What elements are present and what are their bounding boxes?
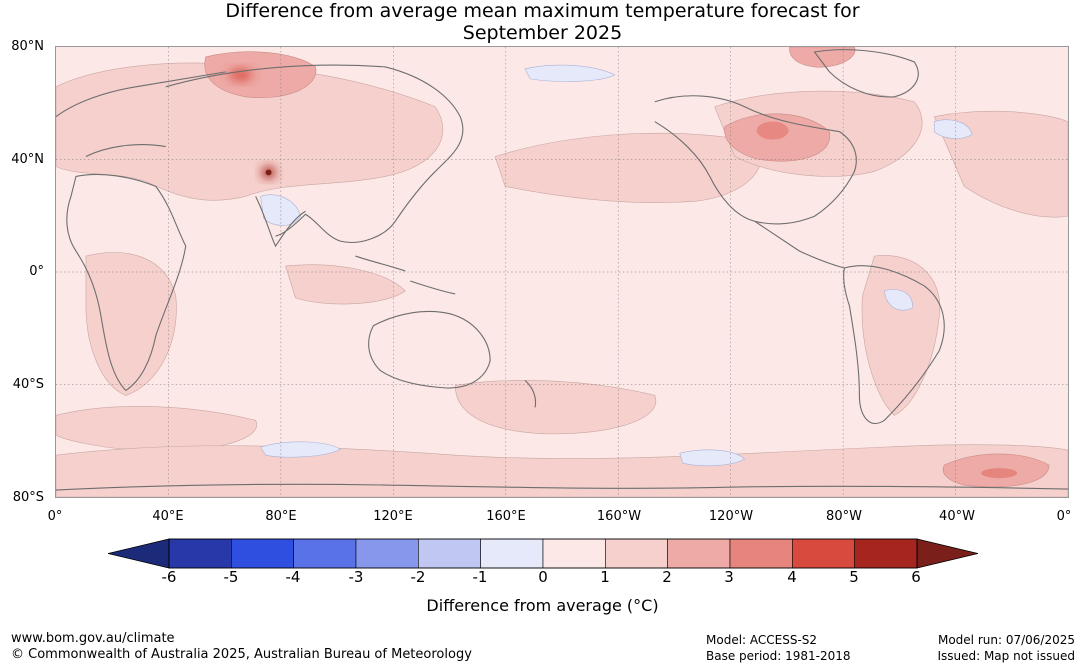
colorbar-tick-minus-6: -6 — [161, 568, 177, 586]
coastlines — [56, 49, 1068, 491]
lat-label-80s: 80°S — [12, 490, 44, 505]
antarctica-coastline — [56, 483, 1068, 491]
africa-warm-band — [85, 252, 177, 396]
lon-label-0-west-edge: 0° — [47, 509, 63, 524]
colorbar-tick-minus-3: -3 — [348, 568, 364, 586]
footer-url: www.bom.gov.au/climate — [11, 631, 175, 646]
northern-russia-warm-core — [204, 51, 317, 98]
colorbar-segment-5-to-6 — [854, 538, 918, 569]
indian-ocean-warm-band — [285, 264, 406, 305]
south-atlantic-hot-core — [981, 468, 1018, 479]
asia-coastline — [165, 64, 464, 243]
colorbar-segment--4-to--3 — [293, 538, 357, 569]
temperature-anomaly-map — [55, 46, 1069, 498]
lon-label-120e: 120°E — [373, 509, 413, 524]
southern-hemisphere-band-west — [56, 406, 257, 452]
warm-1-2-regions — [56, 62, 1068, 497]
warm-cores — [204, 47, 1050, 488]
lat-label-40s: 40°S — [12, 377, 44, 392]
lon-label-120w: 120°W — [708, 509, 754, 524]
colorbar-segment-1-to-2 — [605, 538, 668, 569]
lat-label-80n: 80°N — [11, 39, 44, 54]
colorbar — [108, 538, 978, 569]
india-coastline — [255, 196, 306, 248]
colorbar-low-extension — [108, 538, 170, 569]
australia-coastline — [368, 310, 491, 389]
graticule — [56, 47, 1068, 497]
north-america-hot-core — [756, 121, 789, 140]
colorbar-label: Difference from average (°C) — [426, 596, 659, 615]
colorbar-tick-3: 3 — [724, 568, 734, 586]
colorbar-tick-minus-5: -5 — [223, 568, 239, 586]
colorbar-segment--5-to--4 — [231, 538, 294, 569]
lon-label-0-east-edge: 0° — [1056, 509, 1072, 524]
central-asia-hot-peak — [265, 169, 272, 176]
colorbar-segment-3-to-4 — [729, 538, 793, 569]
colorbar-segment--1-to-0 — [480, 538, 544, 569]
lon-label-80e: 80°E — [265, 509, 297, 524]
colorbar-segments — [168, 538, 918, 569]
map-title-line-1: Difference from average mean maximum tem… — [225, 0, 860, 22]
footer-copyright: © Commonwealth of Australia 2025, Austra… — [11, 647, 472, 662]
lat-label-40n: 40°N — [11, 152, 44, 167]
colorbar-segment--6-to--5 — [168, 538, 232, 569]
colorbar-segment-0-to-1 — [542, 538, 606, 569]
brazil-cool-patch — [884, 289, 913, 311]
europe-coastline — [56, 71, 226, 158]
lon-label-40e: 40°E — [152, 509, 184, 524]
colorbar-segment-4-to-5 — [792, 538, 855, 569]
footer-model-run: Model run: 07/06/2025 — [937, 633, 1075, 647]
footer-base-period: Base period: 1981-2018 — [706, 649, 851, 663]
colorbar-tick-2: 2 — [662, 568, 672, 586]
india-cool-patch — [260, 194, 301, 226]
colorbar-high-extension — [916, 538, 978, 569]
footer-model: Model: ACCESS-S2 — [706, 633, 818, 647]
south-america-coastline — [843, 265, 945, 424]
south-pacific-cool-patch — [679, 449, 746, 467]
southeast-asia-coastline — [355, 255, 456, 295]
map-title-line-2: September 2025 — [462, 22, 623, 44]
colorbar-tick-5: 5 — [849, 568, 859, 586]
lat-label-equator: 0° — [29, 264, 44, 279]
south-america-warm-band — [861, 255, 941, 416]
colorbar-tick-minus-4: -4 — [285, 568, 301, 586]
north-america-coastline — [654, 95, 857, 225]
colorbar-frame — [168, 538, 918, 569]
colorbar-segment-2-to-3 — [667, 538, 731, 569]
cool-regions — [260, 64, 973, 467]
lon-label-160w: 160°W — [596, 509, 642, 524]
greenland-coastline — [813, 49, 919, 98]
southern-ocean-cool-patch — [260, 441, 342, 458]
north-pacific-warm-band — [494, 132, 762, 203]
colorbar-tick-1: 1 — [600, 568, 610, 586]
north-pacific-cool-patch — [524, 64, 616, 82]
colorbar-tick-minus-1: -1 — [472, 568, 488, 586]
central-america-coastline — [754, 220, 845, 269]
colorbar-tick-6: 6 — [911, 568, 921, 586]
colorbar-tick-4: 4 — [787, 568, 797, 586]
north-atlantic-warm-band — [933, 111, 1068, 218]
new-zealand-coastline — [524, 380, 537, 408]
southern-hemisphere-band-mid — [454, 380, 657, 435]
lon-label-80w: 80°W — [826, 509, 862, 524]
north-atlantic-cool-patch — [933, 119, 973, 139]
footer-issued: Issued: Map not issued — [937, 649, 1075, 663]
colorbar-segment--2-to--1 — [418, 538, 481, 569]
colorbar-tick-0: 0 — [538, 568, 548, 586]
africa-coastline — [66, 173, 187, 392]
lon-label-160e: 160°E — [486, 509, 526, 524]
lon-label-40w: 40°W — [939, 509, 975, 524]
colorbar-segment--3-to--2 — [355, 538, 419, 569]
colorbar-tick-minus-2: -2 — [410, 568, 426, 586]
greenland-warm-core — [789, 47, 856, 68]
